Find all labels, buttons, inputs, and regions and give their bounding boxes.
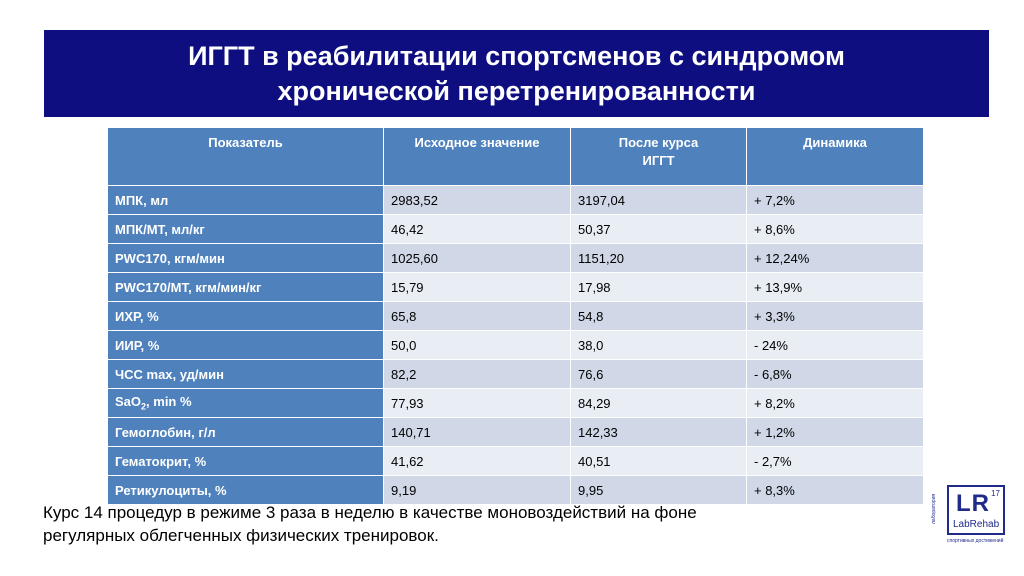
row-indicator: PWC170/МТ, кгм/мин/кг (107, 272, 384, 302)
row-dynamics: + 8,2% (746, 388, 924, 418)
row-dynamics: - 24% (746, 330, 924, 360)
labrehab-logo: лаборатория LR 17 LabRehab спортивных до… (931, 482, 1013, 552)
logo-side-text: лаборатория (931, 493, 937, 525)
row-indicator: МПК, мл (107, 185, 384, 215)
row-indicator: PWC170, кгм/мин (107, 243, 384, 273)
row-indicator: Ретикулоциты, % (107, 475, 384, 505)
logo-letters: LR (956, 490, 990, 517)
row-indicator: Гематокрит, % (107, 446, 384, 476)
row-after: 40,51 (570, 446, 747, 476)
header-after-line-2: ИГГТ (642, 153, 675, 168)
table-row: Ретикулоциты, % 9,19 9,95 + 8,3% (107, 475, 924, 505)
table-row: PWC170, кгм/мин 1025,60 1151,20 + 12,24% (107, 243, 924, 273)
row-indicator-prefix: SaO (115, 394, 142, 410)
row-after: 54,8 (570, 301, 747, 331)
row-baseline: 41,62 (383, 446, 571, 476)
table-row: SaO2, min % 77,93 84,29 + 8,2% (107, 388, 924, 418)
row-after: 3197,04 (570, 185, 747, 215)
row-baseline: 65,8 (383, 301, 571, 331)
row-dynamics: + 13,9% (746, 272, 924, 302)
header-baseline: Исходное значение (383, 127, 571, 186)
row-baseline: 15,79 (383, 272, 571, 302)
title-line-1: ИГГТ в реабилитации спортсменов с синдро… (188, 40, 845, 71)
row-baseline: 1025,60 (383, 243, 571, 273)
row-after: 76,6 (570, 359, 747, 389)
header-dynamics: Динамика (746, 127, 924, 186)
logo-number: 17 (991, 489, 1000, 498)
table-row: Гематокрит, % 41,62 40,51 - 2,7% (107, 446, 924, 476)
row-baseline: 2983,52 (383, 185, 571, 215)
row-dynamics: + 3,3% (746, 301, 924, 331)
footnote-line-1: Курс 14 процедур в режиме 3 раза в недел… (43, 503, 697, 522)
results-table: Показатель Исходное значение После курса… (107, 127, 924, 505)
logo-name: LabRehab (953, 519, 1000, 530)
row-after: 142,33 (570, 417, 747, 447)
row-dynamics: + 8,3% (746, 475, 924, 505)
title-bar: ИГГТ в реабилитации спортсменов с синдро… (44, 30, 989, 117)
logo-box: LR 17 LabRehab (947, 485, 1005, 535)
table-row: ЧСС max, уд/мин 82,2 76,6 - 6,8% (107, 359, 924, 389)
row-dynamics: + 8,6% (746, 214, 924, 244)
row-baseline: 140,71 (383, 417, 571, 447)
page-title: ИГГТ в реабилитации спортсменов с синдро… (188, 39, 845, 109)
row-after: 1151,20 (570, 243, 747, 273)
footnote: Курс 14 процедур в режиме 3 раза в недел… (43, 501, 843, 547)
row-dynamics: + 7,2% (746, 185, 924, 215)
header-after-line-1: После курса (618, 135, 699, 150)
row-indicator: SaO2, min % (107, 388, 384, 418)
table-row: PWC170/МТ, кгм/мин/кг 15,79 17,98 + 13,9… (107, 272, 924, 302)
row-baseline: 82,2 (383, 359, 571, 389)
row-indicator: ЧСС max, уд/мин (107, 359, 384, 389)
row-dynamics: - 6,8% (746, 359, 924, 389)
row-dynamics: - 2,7% (746, 446, 924, 476)
row-after: 38,0 (570, 330, 747, 360)
table-row: МПК, мл 2983,52 3197,04 + 7,2% (107, 185, 924, 215)
header-indicator: Показатель (107, 127, 384, 186)
table-row: ИИР, % 50,0 38,0 - 24% (107, 330, 924, 360)
footnote-line-2: регулярных облегченных физических тренир… (43, 526, 439, 545)
row-indicator: Гемоглобин, г/л (107, 417, 384, 447)
row-baseline: 77,93 (383, 388, 571, 418)
table-row: Гемоглобин, г/л 140,71 142,33 + 1,2% (107, 417, 924, 447)
table-row: МПК/МТ, мл/кг 46,42 50,37 + 8,6% (107, 214, 924, 244)
row-indicator: ИИР, % (107, 330, 384, 360)
row-dynamics: + 12,24% (746, 243, 924, 273)
row-indicator-suffix: , min % (146, 394, 192, 410)
row-after: 17,98 (570, 272, 747, 302)
logo-bottom-text: спортивных достижений (947, 538, 1004, 544)
row-indicator: ИХР, % (107, 301, 384, 331)
row-baseline: 50,0 (383, 330, 571, 360)
row-indicator-subscript: 2 (141, 401, 147, 412)
row-baseline: 46,42 (383, 214, 571, 244)
row-after: 9,95 (570, 475, 747, 505)
title-line-2: хронической перетренированности (277, 75, 756, 106)
row-dynamics: + 1,2% (746, 417, 924, 447)
row-baseline: 9,19 (383, 475, 571, 505)
header-after-course: После курса ИГГТ (570, 127, 747, 186)
row-indicator: МПК/МТ, мл/кг (107, 214, 384, 244)
table-header-row: Показатель Исходное значение После курса… (107, 127, 924, 186)
row-after: 50,37 (570, 214, 747, 244)
table-row: ИХР, % 65,8 54,8 + 3,3% (107, 301, 924, 331)
row-after: 84,29 (570, 388, 747, 418)
